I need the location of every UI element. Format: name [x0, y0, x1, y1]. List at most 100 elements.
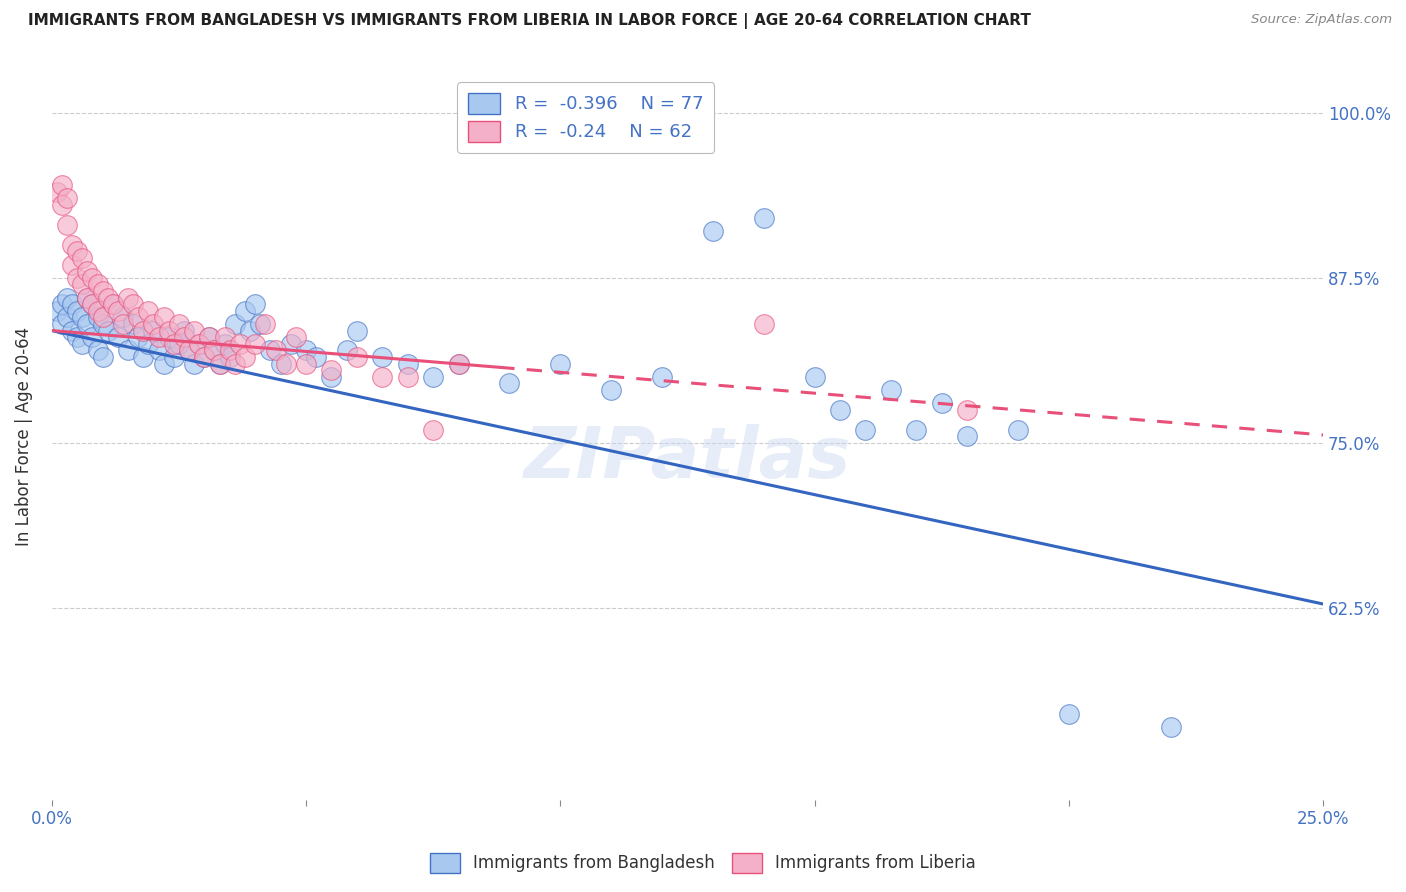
Point: [82, 297, 104, 311]
Point: [233, 350, 256, 364]
Point: [101, 297, 124, 311]
Point: [60, 297, 83, 311]
Point: [56, 291, 79, 305]
Point: [51, 297, 73, 311]
Point: [371, 350, 394, 364]
Point: [447, 357, 470, 371]
Point: [346, 324, 368, 338]
Point: [702, 225, 724, 239]
Point: [183, 357, 205, 371]
Point: [51, 198, 73, 212]
Point: [224, 357, 246, 371]
Point: [956, 429, 979, 443]
Point: [76, 291, 98, 305]
Point: [138, 336, 160, 351]
Point: [117, 343, 139, 358]
Point: [45, 303, 67, 318]
Legend: Immigrants from Bangladesh, Immigrants from Liberia: Immigrants from Bangladesh, Immigrants f…: [423, 847, 983, 880]
Point: [148, 343, 170, 358]
Point: [218, 350, 240, 364]
Point: [56, 192, 79, 206]
Point: [76, 264, 98, 278]
Point: [224, 317, 246, 331]
Text: IMMIGRANTS FROM BANGLADESH VS IMMIGRANTS FROM LIBERIA IN LABOR FORCE | AGE 20-64: IMMIGRANTS FROM BANGLADESH VS IMMIGRANTS…: [28, 13, 1031, 29]
Point: [447, 357, 470, 371]
Point: [243, 297, 266, 311]
Point: [880, 383, 903, 397]
Point: [132, 324, 155, 338]
Point: [72, 277, 94, 292]
Point: [97, 291, 120, 305]
Point: [229, 336, 252, 351]
Point: [142, 317, 165, 331]
Point: [72, 251, 94, 265]
Point: [422, 423, 444, 437]
Point: [72, 336, 94, 351]
Point: [60, 258, 83, 272]
Point: [163, 350, 186, 364]
Y-axis label: In Labor Force | Age 20-64: In Labor Force | Age 20-64: [15, 326, 32, 546]
Point: [86, 310, 108, 325]
Point: [198, 330, 221, 344]
Point: [193, 350, 215, 364]
Point: [60, 237, 83, 252]
Point: [111, 310, 134, 325]
Point: [183, 324, 205, 338]
Point: [66, 330, 89, 344]
Point: [204, 343, 226, 358]
Point: [600, 383, 623, 397]
Point: [157, 324, 180, 338]
Point: [803, 369, 825, 384]
Text: Source: ZipAtlas.com: Source: ZipAtlas.com: [1251, 13, 1392, 27]
Point: [233, 303, 256, 318]
Point: [107, 330, 129, 344]
Point: [208, 357, 231, 371]
Point: [122, 317, 145, 331]
Point: [259, 343, 281, 358]
Point: [188, 336, 211, 351]
Point: [254, 317, 277, 331]
Point: [148, 330, 170, 344]
Point: [152, 357, 174, 371]
Point: [1057, 706, 1080, 721]
Point: [274, 357, 297, 371]
Point: [239, 324, 262, 338]
Point: [188, 336, 211, 351]
Point: [905, 423, 928, 437]
Point: [66, 270, 89, 285]
Point: [284, 330, 307, 344]
Point: [208, 357, 231, 371]
Point: [82, 297, 104, 311]
Point: [280, 336, 302, 351]
Legend: R =  -0.396    N = 77, R =  -0.24    N = 62: R = -0.396 N = 77, R = -0.24 N = 62: [457, 82, 714, 153]
Point: [336, 343, 359, 358]
Point: [82, 270, 104, 285]
Point: [828, 402, 851, 417]
Point: [167, 317, 190, 331]
Point: [177, 343, 200, 358]
Point: [111, 317, 134, 331]
Point: [752, 211, 775, 226]
Point: [82, 330, 104, 344]
Point: [91, 350, 114, 364]
Point: [498, 376, 520, 391]
Point: [651, 369, 673, 384]
Point: [76, 317, 98, 331]
Point: [218, 343, 240, 358]
Point: [193, 350, 215, 364]
Point: [371, 369, 394, 384]
Text: ZIPatlas: ZIPatlas: [524, 424, 851, 492]
Point: [60, 324, 83, 338]
Point: [931, 396, 953, 410]
Point: [243, 336, 266, 351]
Point: [138, 303, 160, 318]
Point: [422, 369, 444, 384]
Point: [76, 291, 98, 305]
Point: [396, 357, 419, 371]
Point: [214, 336, 236, 351]
Point: [1007, 423, 1029, 437]
Point: [1160, 720, 1182, 734]
Point: [157, 330, 180, 344]
Point: [107, 303, 129, 318]
Point: [264, 343, 287, 358]
